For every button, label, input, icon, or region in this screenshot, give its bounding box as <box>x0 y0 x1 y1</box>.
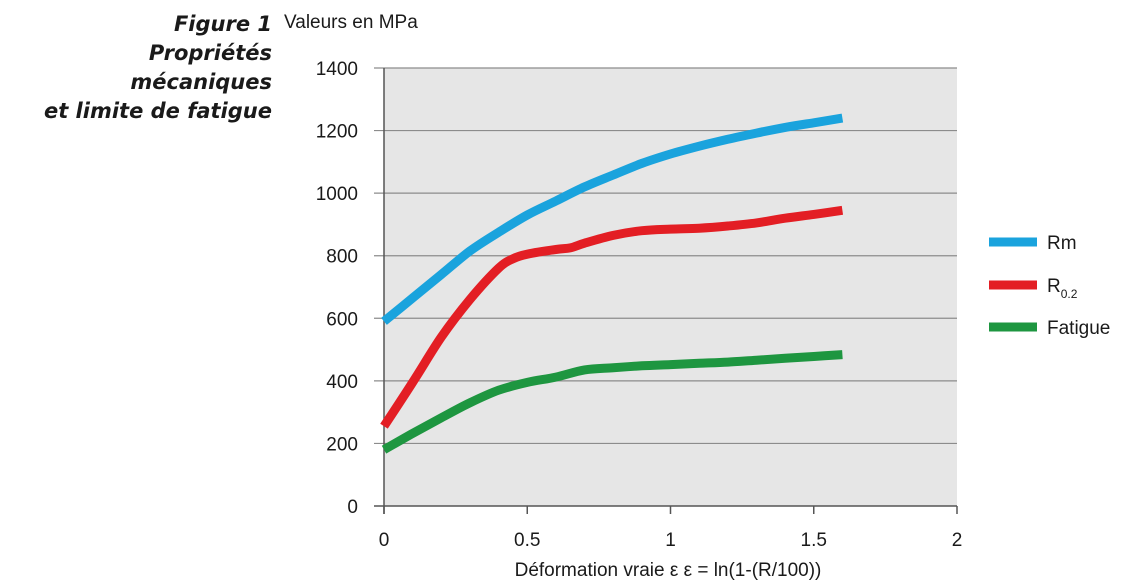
x-axis-label: Déformation vraie ε ε = ln(1-(R/100)) <box>515 560 822 581</box>
y-tick-label: 0 <box>347 497 358 518</box>
y-axis-ticks: 0 200 400 600 800 1000 1200 1400 <box>316 59 358 518</box>
figure-title-line-1: Propriétés mécaniques <box>130 41 272 94</box>
x-tick-label: 0 <box>379 530 390 551</box>
series-line-fatigue <box>381 350 843 454</box>
gridlines <box>374 67 957 445</box>
legend: Rm R0.2 Fatigue <box>989 233 1110 339</box>
figure-number: Figure 1 <box>173 12 272 36</box>
x-tick-label: 0.5 <box>514 530 540 551</box>
y-tick-label: 1200 <box>316 122 358 143</box>
x-tick-label: 1 <box>665 530 676 551</box>
x-tick-label: 1.5 <box>801 530 827 551</box>
figure-caption: Figure 1 Propriétés mécaniques et limite… <box>0 10 272 126</box>
y-tick-label: 400 <box>326 372 358 393</box>
x-axis-ticks: 0 0.5 1 1.5 2 <box>379 506 963 551</box>
x-tick-label: 2 <box>952 530 963 551</box>
legend-label-rm: Rm <box>1047 233 1077 254</box>
plot-background <box>384 68 957 506</box>
axes <box>374 68 957 514</box>
y-tick-label: 600 <box>326 309 358 330</box>
y-tick-label: 800 <box>326 247 358 268</box>
figure-title-line-2: et limite de fatigue <box>43 99 272 123</box>
series-lines <box>380 113 844 454</box>
legend-label-fatigue: Fatigue <box>1047 318 1110 339</box>
units-label: Valeurs en MPa <box>284 12 418 33</box>
y-tick-label: 200 <box>326 434 358 455</box>
series-line-r <box>380 205 844 429</box>
y-tick-label: 1400 <box>316 59 358 80</box>
series-line-rm <box>381 113 844 325</box>
y-tick-label: 1000 <box>316 184 358 205</box>
legend-label-r: R0.2 <box>1047 276 1078 301</box>
